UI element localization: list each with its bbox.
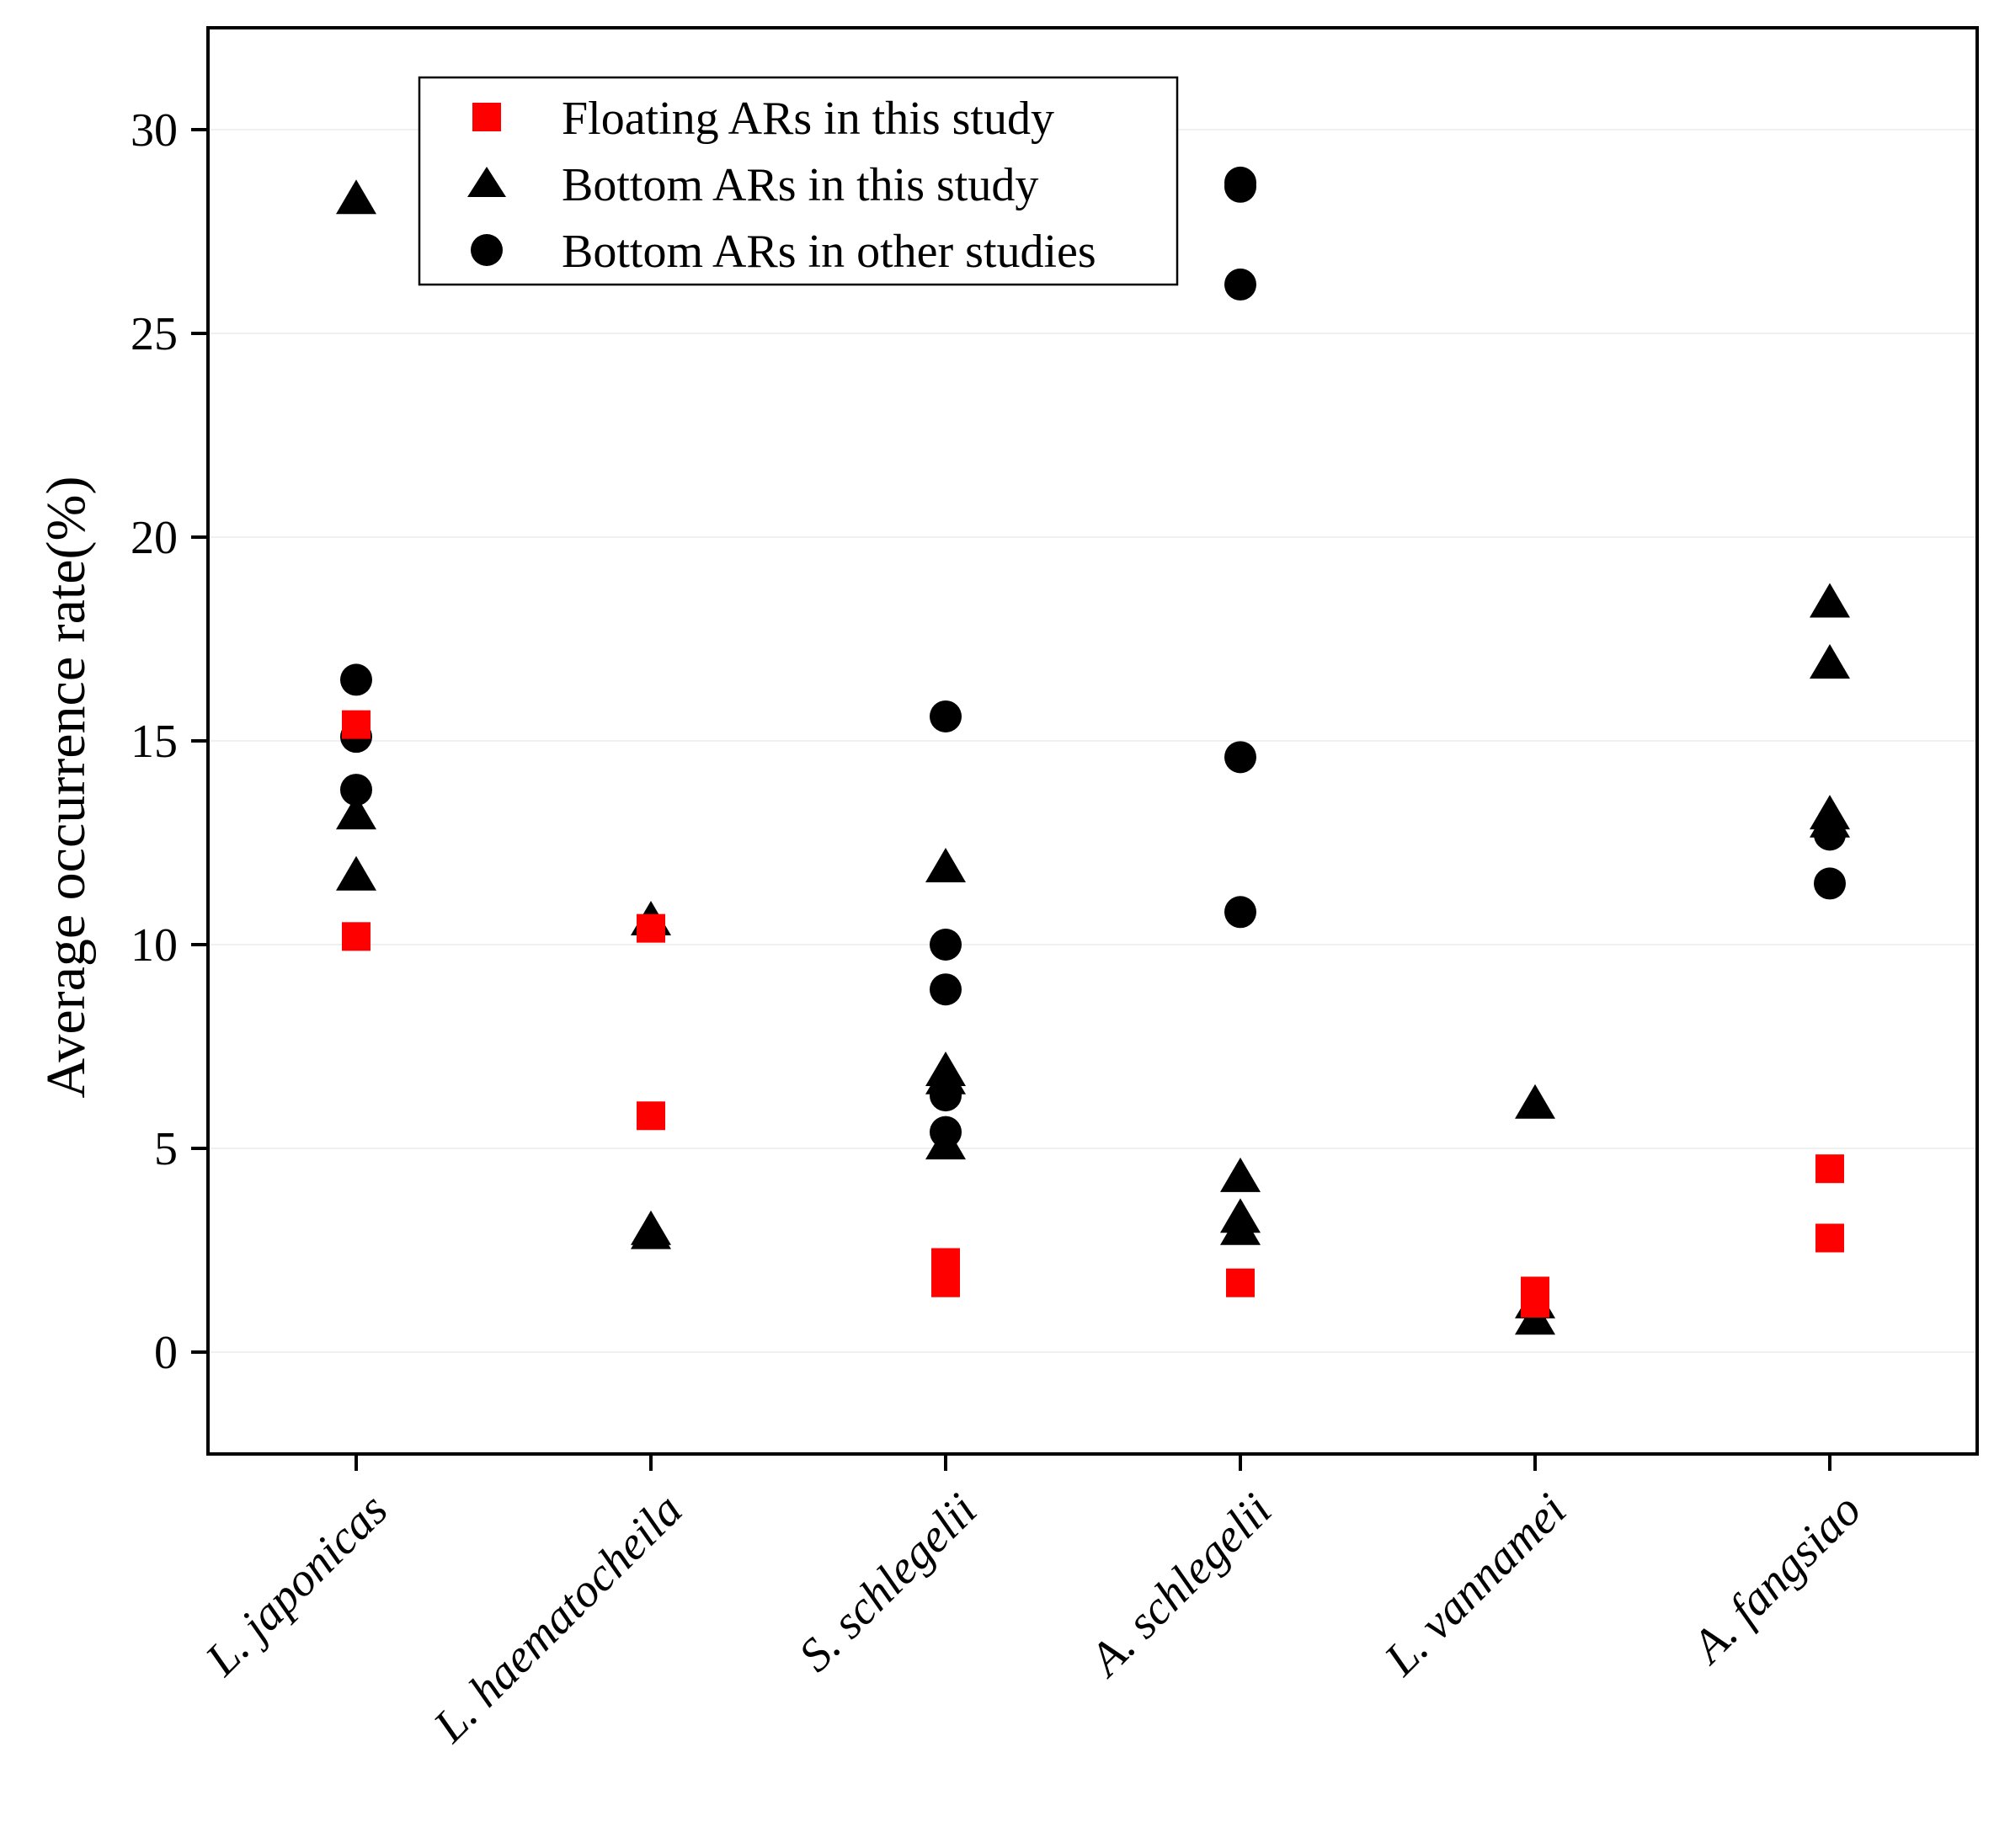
legend-marker-floating xyxy=(472,103,501,131)
data-points xyxy=(336,166,1850,1335)
legend-label-floating: Floating ARs in this study xyxy=(562,93,1054,145)
bottom-ar-this-study-point xyxy=(1220,1210,1261,1245)
bottom-ar-other-studies-point xyxy=(1224,896,1256,929)
bottom-ar-other-studies-point xyxy=(1224,170,1256,203)
bottom-ar-other-studies-point xyxy=(930,973,962,1006)
bottom-ar-other-studies-point xyxy=(340,774,372,807)
floating-ar-point xyxy=(342,922,371,951)
floating-ar-point xyxy=(1815,1154,1844,1184)
bottom-ar-other-studies-point xyxy=(930,700,962,732)
bottom-ar-this-study-point xyxy=(336,179,376,215)
y-tick-label: 5 xyxy=(154,1123,178,1175)
legend-label-bottom-other: Bottom ARs in other studies xyxy=(562,226,1096,278)
floating-ar-point xyxy=(1521,1288,1549,1318)
y-tick-label: 0 xyxy=(154,1327,178,1379)
y-tick-label: 25 xyxy=(131,308,178,360)
floating-ar-point xyxy=(637,913,665,943)
legend-box xyxy=(418,76,1179,286)
floating-ar-point xyxy=(1815,1223,1844,1253)
y-tick-label: 15 xyxy=(131,716,178,768)
bottom-ar-other-studies-point xyxy=(1224,741,1256,774)
bottom-ar-other-studies-point xyxy=(1814,867,1846,900)
bottom-ar-this-study-point xyxy=(925,1125,966,1160)
y-axis-title: Average occurrence rate(%) xyxy=(35,477,97,1099)
bottom-ar-this-study-point xyxy=(925,1059,966,1094)
bottom-ar-other-studies-point xyxy=(930,929,962,961)
bottom-ar-this-study-point xyxy=(1515,1084,1555,1119)
y-tick-label: 20 xyxy=(131,512,178,564)
bottom-ar-other-studies-point xyxy=(340,663,372,696)
floating-ar-point xyxy=(637,1101,665,1131)
y-tick-label: 10 xyxy=(131,919,178,972)
y-tick-label: 30 xyxy=(131,104,178,157)
floating-ar-point xyxy=(931,1268,960,1297)
legend: Floating ARs in this study Bottom ARs in… xyxy=(418,76,1179,286)
bottom-ar-other-studies-point xyxy=(1224,268,1256,301)
legend-label-bottom-this: Bottom ARs in this study xyxy=(562,159,1038,211)
legend-marker-bottom-other xyxy=(471,234,503,266)
floating-ar-point xyxy=(1226,1268,1255,1297)
bottom-ar-this-study-point xyxy=(925,848,966,883)
legend-marker-bottom-this xyxy=(467,167,506,197)
bottom-ar-this-study-point xyxy=(631,1214,671,1249)
floating-ar-point xyxy=(342,710,371,739)
bottom-ar-this-study-point xyxy=(1220,1157,1261,1192)
bottom-ar-this-study-point xyxy=(1810,802,1850,838)
bottom-ar-this-study-point xyxy=(1810,583,1850,618)
plot-area xyxy=(208,129,1977,1353)
bottom-ar-this-study-point xyxy=(1810,644,1850,679)
plot-frame xyxy=(206,26,1979,1456)
bottom-ar-this-study-point xyxy=(336,855,376,891)
bottom-ar-this-study-point xyxy=(336,795,376,830)
